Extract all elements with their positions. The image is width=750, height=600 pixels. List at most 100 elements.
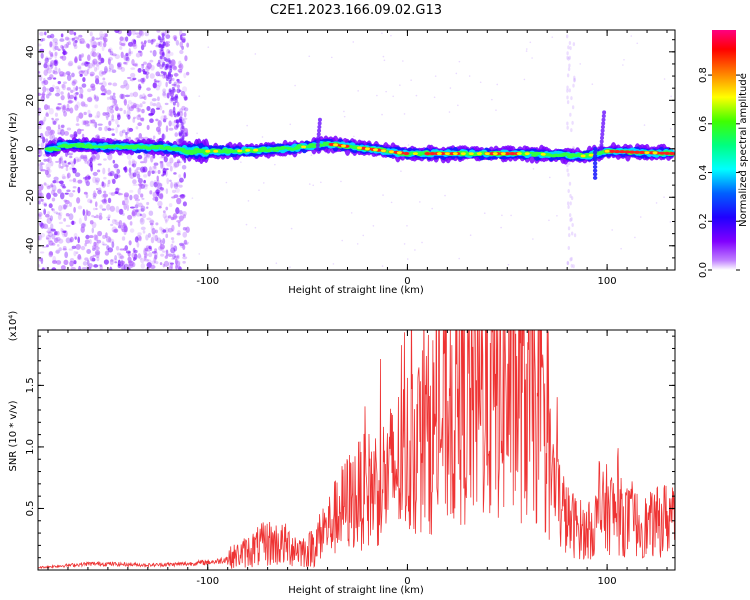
noise-speck [69, 166, 73, 170]
noise-speck [151, 227, 156, 235]
noise-speck [53, 71, 58, 75]
noise-speck [165, 206, 169, 211]
ridge-peak [253, 148, 259, 152]
noise-speck [525, 50, 528, 52]
noise-speck [136, 241, 140, 248]
noise-speck [95, 214, 99, 219]
noise-speck [161, 174, 165, 177]
noise-speck [91, 227, 95, 234]
noise-speck [103, 197, 107, 203]
noise-speck [140, 226, 146, 231]
noise-speck [69, 257, 75, 263]
noise-speck [87, 109, 91, 115]
noise-speck [106, 216, 111, 219]
noise-speck [567, 204, 570, 209]
noise-speck [43, 182, 47, 186]
noise-speck [158, 74, 164, 77]
noise-speck [153, 181, 158, 188]
noise-speck [381, 32, 383, 34]
noise-speck [139, 117, 144, 122]
noise-speck [140, 193, 144, 198]
noise-speck [63, 110, 68, 117]
noise-speck [137, 83, 142, 91]
noise-speck [95, 251, 100, 258]
noise-speck [54, 119, 58, 123]
ridge-excursion [317, 124, 322, 129]
noise-speck [66, 87, 71, 91]
noise-speck [98, 36, 105, 40]
noise-speck [107, 167, 111, 173]
noise-speck [158, 205, 162, 209]
ridge-excursion [600, 132, 605, 137]
noise-speck [567, 67, 571, 72]
noise-speck [60, 33, 64, 38]
noise-speck [51, 233, 56, 240]
noise-speck [50, 228, 56, 232]
noise-speck [53, 189, 56, 196]
noise-speck [43, 63, 48, 69]
noise-speck [165, 81, 168, 88]
noise-speck [179, 195, 185, 200]
x-tick-label: -100 [196, 276, 219, 287]
ridge-peak [328, 142, 335, 147]
noise-speck [43, 158, 47, 162]
noise-speck [573, 75, 576, 80]
noise-speck [569, 193, 572, 198]
noise-speck [117, 65, 123, 70]
noise-speck [98, 264, 101, 267]
noise-speck [148, 252, 153, 258]
noise-speck [61, 204, 66, 210]
noise-speck [127, 260, 133, 264]
noise-speck [104, 125, 108, 132]
noise-speck [162, 210, 166, 214]
noise-speck [171, 224, 175, 232]
noise-speck [170, 237, 175, 241]
noise-speck [105, 113, 109, 121]
noise-speck [151, 39, 155, 44]
noise-speck [64, 36, 70, 41]
noise-speck [163, 115, 167, 118]
noise-speck [109, 266, 113, 270]
noise-speck [39, 251, 45, 254]
noise-speck [47, 231, 53, 238]
ridge-peak [213, 149, 219, 153]
noise-speck [168, 127, 174, 131]
noise-speck [144, 183, 147, 186]
noise-speck [183, 172, 186, 179]
noise-speck [85, 234, 90, 240]
noise-speck [131, 160, 137, 166]
noise-speck [73, 36, 80, 40]
noise-speck [254, 226, 257, 229]
noise-speck [108, 237, 112, 243]
noise-speck [148, 112, 154, 117]
noise-speck [96, 239, 102, 244]
noise-speck [141, 108, 145, 114]
noise-speck [149, 59, 154, 63]
noise-speck [532, 168, 535, 170]
noise-speck [101, 241, 105, 246]
noise-speck [566, 73, 570, 78]
noise-speck [130, 72, 136, 78]
noise-speck [100, 85, 105, 92]
noise-speck [94, 66, 98, 72]
noise-speck [131, 159, 136, 164]
noise-speck [94, 115, 100, 119]
noise-speck [38, 235, 41, 241]
noise-speck [181, 86, 188, 93]
noise-speck [566, 121, 569, 126]
noise-speck [111, 104, 115, 108]
noise-speck [82, 223, 87, 227]
noise-speck [104, 33, 108, 38]
noise-speck [114, 261, 118, 264]
noise-speck [120, 225, 124, 231]
noise-speck [39, 233, 46, 238]
noise-speck [94, 201, 98, 208]
noise-speck [125, 226, 128, 233]
noise-speck [149, 50, 153, 53]
noise-speck [549, 176, 551, 179]
noise-speck [74, 57, 78, 64]
noise-speck [341, 239, 343, 242]
noise-speck [84, 124, 90, 127]
noise-speck [402, 60, 404, 62]
noise-speck [39, 31, 44, 37]
